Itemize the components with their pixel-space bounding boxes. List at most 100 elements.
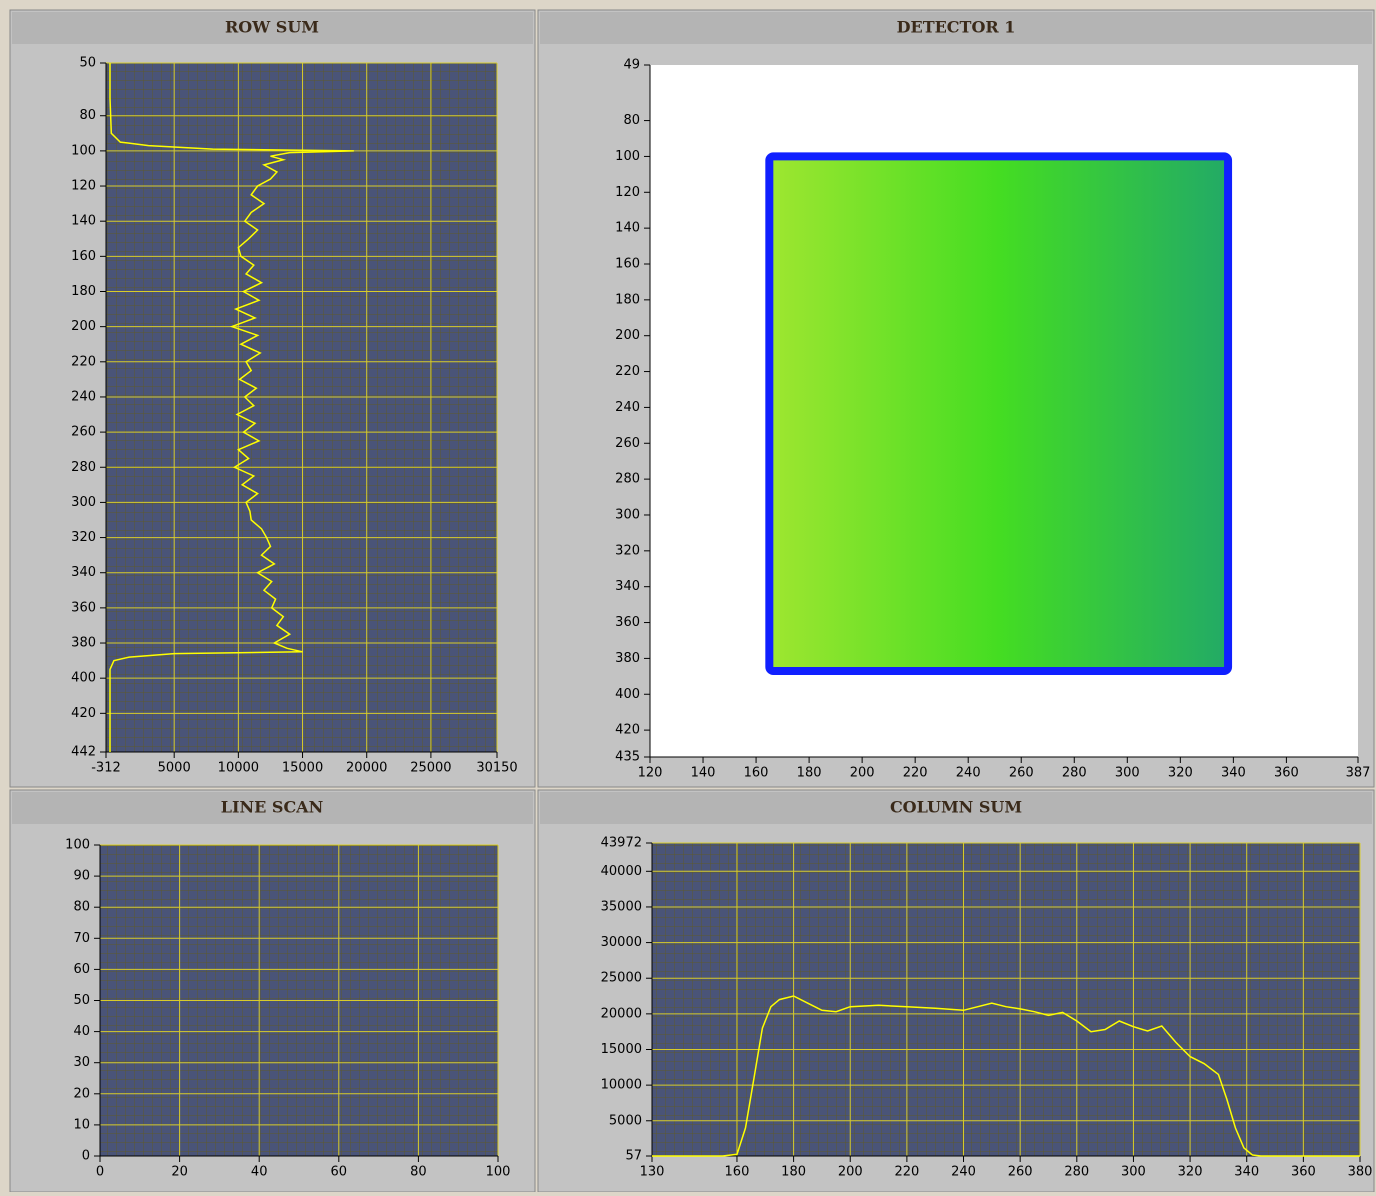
x-tick-label: 340 [1221, 766, 1246, 781]
y-tick-label: 160 [615, 256, 640, 271]
panel-title: ROW SUM [225, 18, 319, 37]
x-tick-label: 280 [1062, 766, 1087, 781]
y-tick-label: 20000 [601, 1006, 642, 1021]
y-tick-label: 49 [623, 58, 640, 73]
panel-title: DETECTOR 1 [897, 18, 1016, 37]
y-tick-label: 220 [615, 364, 640, 379]
y-tick-label: 160 [71, 249, 96, 264]
y-tick-label: 200 [615, 328, 640, 343]
x-tick-label: 130 [640, 1165, 665, 1180]
x-tick-label: 280 [1064, 1165, 1089, 1180]
y-tick-label: 43972 [601, 836, 642, 851]
x-tick-label: 260 [1009, 766, 1034, 781]
x-tick-label: 387 [1346, 766, 1371, 781]
y-tick-label: 300 [71, 495, 96, 510]
x-tick-label: 40 [251, 1165, 268, 1180]
y-tick-label: 200 [71, 319, 96, 334]
y-tick-label: 5000 [609, 1113, 642, 1128]
x-tick-label: 5000 [158, 761, 191, 776]
x-tick-label: 240 [951, 1165, 976, 1180]
x-tick-label: 360 [1274, 766, 1299, 781]
x-tick-label: 30150 [476, 761, 517, 776]
y-tick-label: 380 [71, 636, 96, 651]
x-tick-label: 160 [744, 766, 769, 781]
x-tick-label: 300 [1121, 1165, 1146, 1180]
x-tick-label: 200 [838, 1165, 863, 1180]
x-tick-label: 200 [850, 766, 875, 781]
y-tick-label: 10000 [601, 1078, 642, 1093]
y-tick-label: 25000 [601, 971, 642, 986]
x-tick-label: 220 [903, 766, 928, 781]
x-tick-label: 25000 [410, 761, 451, 776]
y-tick-label: 80 [79, 108, 96, 123]
x-tick-label: 180 [797, 766, 822, 781]
y-tick-label: 260 [615, 436, 640, 451]
y-tick-label: 20 [73, 1086, 90, 1101]
y-tick-label: 10 [73, 1117, 90, 1132]
y-tick-label: 400 [615, 687, 640, 702]
x-tick-label: 380 [1348, 1165, 1373, 1180]
detector-image [769, 156, 1228, 671]
y-tick-label: 40000 [601, 864, 642, 879]
y-tick-label: 240 [615, 400, 640, 415]
x-tick-label: 320 [1168, 766, 1193, 781]
x-tick-label: 10000 [218, 761, 259, 776]
y-tick-label: 90 [73, 869, 90, 884]
y-tick-label: 180 [71, 284, 96, 299]
y-tick-label: 120 [71, 179, 96, 194]
y-tick-label: 0 [82, 1149, 90, 1164]
y-tick-label: 120 [615, 185, 640, 200]
y-tick-label: 400 [71, 671, 96, 686]
x-tick-label: 120 [638, 766, 663, 781]
y-tick-label: 30 [73, 1055, 90, 1070]
x-tick-label: 100 [486, 1165, 511, 1180]
y-tick-label: 320 [615, 543, 640, 558]
x-tick-label: 340 [1234, 1165, 1259, 1180]
y-tick-label: 442 [71, 745, 96, 760]
y-tick-label: 435 [615, 750, 640, 765]
y-tick-label: 320 [71, 530, 96, 545]
y-tick-label: 360 [71, 600, 96, 615]
y-tick-label: 380 [615, 651, 640, 666]
x-tick-label: 360 [1291, 1165, 1316, 1180]
y-tick-label: 100 [615, 149, 640, 164]
y-tick-label: 280 [615, 472, 640, 487]
y-tick-label: 420 [615, 723, 640, 738]
y-tick-label: 140 [71, 214, 96, 229]
y-tick-label: 360 [615, 615, 640, 630]
y-tick-label: 340 [71, 565, 96, 580]
x-tick-label: 60 [331, 1165, 348, 1180]
minor-grid [106, 63, 497, 752]
y-tick-label: 35000 [601, 899, 642, 914]
y-tick-label: 220 [71, 354, 96, 369]
y-tick-label: 70 [73, 931, 90, 946]
x-tick-label: 260 [1008, 1165, 1033, 1180]
screen: ROW SUM-31250001000015000200002500030150… [0, 0, 1376, 1192]
y-tick-label: 100 [71, 143, 96, 158]
y-tick-label: 80 [73, 900, 90, 915]
panel-title: LINE SCAN [221, 798, 323, 817]
y-tick-label: 50 [79, 56, 96, 71]
y-tick-label: 420 [71, 706, 96, 721]
x-tick-label: 320 [1178, 1165, 1203, 1180]
y-tick-label: 57 [625, 1149, 642, 1164]
x-tick-label: 220 [894, 1165, 919, 1180]
x-tick-label: 0 [96, 1165, 104, 1180]
x-tick-label: 240 [956, 766, 981, 781]
panel-title: COLUMN SUM [890, 798, 1022, 817]
x-tick-label: 140 [691, 766, 716, 781]
y-tick-label: 15000 [601, 1042, 642, 1057]
y-tick-label: 240 [71, 389, 96, 404]
y-tick-label: 260 [71, 425, 96, 440]
x-tick-label: 20000 [346, 761, 387, 776]
y-tick-label: 340 [615, 579, 640, 594]
x-tick-label: 80 [410, 1165, 427, 1180]
y-tick-label: 60 [73, 962, 90, 977]
y-tick-label: 180 [615, 292, 640, 307]
x-tick-label: 20 [171, 1165, 188, 1180]
y-tick-label: 80 [623, 113, 640, 128]
x-tick-label: 300 [1115, 766, 1140, 781]
minor-grid [652, 843, 1360, 1156]
page: ROW SUM-31250001000015000200002500030150… [0, 0, 1376, 1192]
x-tick-label: 15000 [282, 761, 323, 776]
